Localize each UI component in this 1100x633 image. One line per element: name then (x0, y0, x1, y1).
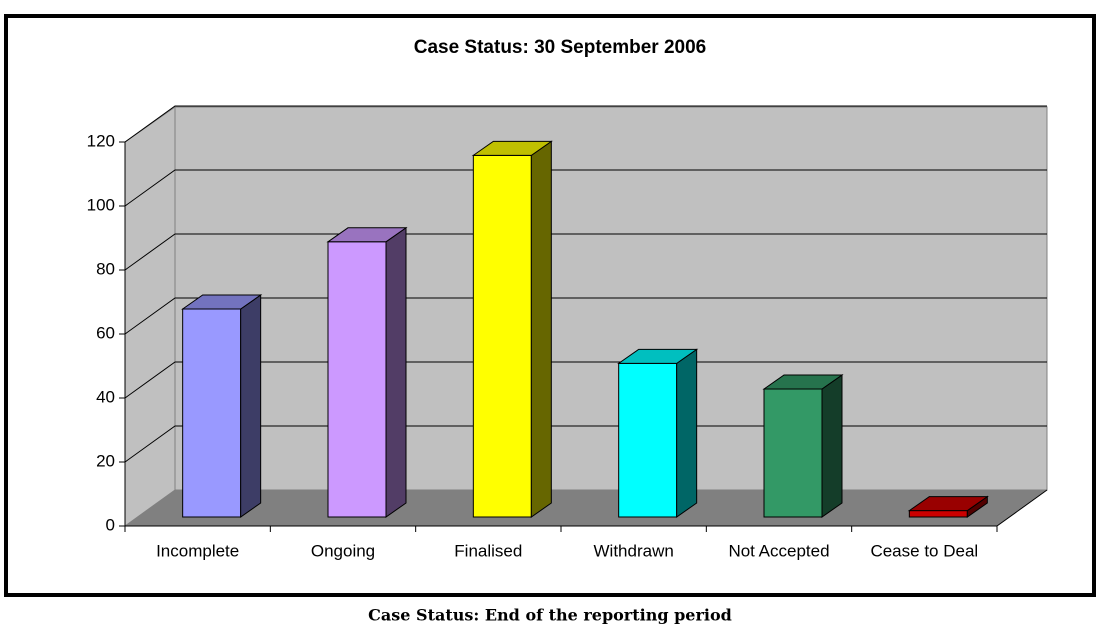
bar (907, 495, 989, 518)
bar (471, 140, 553, 518)
y-tick-label: 60 (96, 323, 115, 342)
bar-top (762, 374, 844, 390)
grid-line (124, 361, 1047, 399)
grid-line (124, 169, 1047, 207)
y-tick-label: 100 (87, 195, 115, 214)
x-tick-label: Incomplete (156, 541, 239, 560)
bar-front (618, 362, 678, 518)
bar-front (472, 154, 532, 518)
bar-top (471, 140, 553, 156)
x-tick-label: Withdrawn (594, 541, 674, 560)
y-tick-label: 0 (106, 515, 115, 534)
bar-top (181, 294, 263, 310)
bar-front (327, 241, 387, 518)
bar-front (182, 308, 242, 518)
bar-top (617, 348, 699, 364)
bar-side (676, 348, 698, 518)
y-tick-label: 20 (96, 451, 115, 470)
bar-side (821, 374, 843, 518)
grid-line (124, 105, 1047, 143)
bar (762, 374, 844, 518)
grid-line (124, 233, 1047, 271)
y-tick-label: 40 (96, 387, 115, 406)
bar-top (326, 227, 408, 243)
bar (181, 294, 263, 518)
chart-title: Case Status: 30 September 2006 (414, 37, 707, 58)
bar (617, 348, 699, 518)
bar-front (908, 510, 968, 518)
x-tick-label: Finalised (454, 541, 522, 560)
caption: Case Status: End of the reporting period (368, 606, 732, 625)
bar (326, 226, 408, 518)
bar-front (763, 388, 823, 518)
floor-edge (996, 489, 1048, 527)
grid-line (124, 425, 1047, 463)
bar-side (530, 140, 552, 518)
bar-side (385, 226, 407, 518)
x-tick-label: Ongoing (311, 541, 375, 560)
bar-top (907, 496, 989, 512)
grid-line (124, 297, 1047, 335)
y-tick-label: 120 (87, 131, 115, 150)
x-tick-label: Not Accepted (728, 541, 829, 560)
x-tick-label: Cease to Deal (870, 541, 978, 560)
y-tick-label: 80 (96, 259, 115, 278)
floor (125, 490, 1047, 526)
bar-side (240, 294, 262, 518)
